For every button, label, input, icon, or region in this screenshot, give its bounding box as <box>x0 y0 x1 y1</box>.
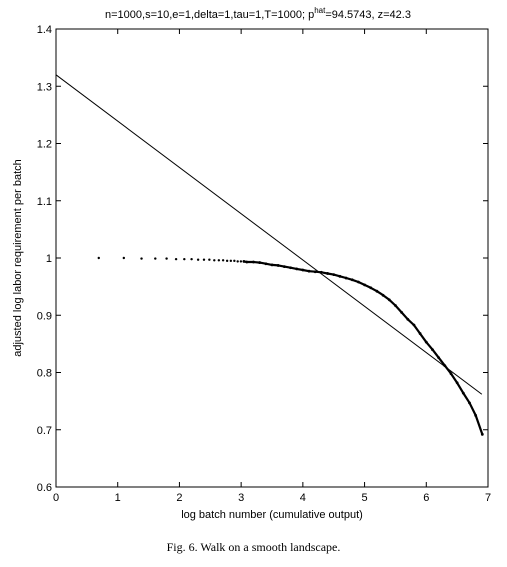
data-point <box>289 266 292 270</box>
data-point <box>122 256 126 260</box>
x-tick-label: 4 <box>300 492 306 504</box>
data-point <box>233 259 236 263</box>
data-point <box>387 298 391 302</box>
trend-line <box>55 74 483 395</box>
scatter-series <box>97 256 484 436</box>
data-point <box>252 260 255 264</box>
data-point <box>313 270 317 274</box>
data-point <box>338 274 342 278</box>
data-point <box>455 381 459 385</box>
data-point <box>264 262 268 266</box>
data-point <box>326 272 329 275</box>
plot-frame <box>55 28 489 488</box>
x-tick-label: 1 <box>115 492 121 504</box>
data-point <box>208 258 211 261</box>
data-point <box>468 401 471 405</box>
x-axis-title: log batch number (cumulative output) <box>181 509 363 521</box>
data-point <box>190 257 193 261</box>
data-point <box>437 356 441 360</box>
data-point <box>245 260 249 264</box>
chart-title: n=1000,s=10,e=1,delta=1,tau=1,T=1000; ph… <box>105 6 411 21</box>
chart-title-main: n=1000,s=10,e=1,delta=1,tau=1,T=1000; p <box>105 9 314 21</box>
data-point <box>270 263 274 267</box>
data-point <box>97 256 100 260</box>
data-point <box>406 317 410 321</box>
y-tick-label: 1.3 <box>37 81 52 93</box>
data-point <box>344 276 348 280</box>
y-tick-label: 0.7 <box>37 425 52 437</box>
data-point <box>424 340 428 344</box>
y-tick-label: 1.2 <box>37 139 52 151</box>
trend-line-series <box>55 74 483 395</box>
data-point <box>154 257 157 260</box>
x-tick-label: 2 <box>176 492 182 504</box>
data-point <box>307 269 311 273</box>
x-tick-label: 6 <box>423 492 429 504</box>
data-point <box>221 259 225 262</box>
data-point <box>394 304 397 307</box>
data-point <box>239 260 243 263</box>
y-tick-label: 0.6 <box>37 482 52 494</box>
data-point <box>229 259 233 263</box>
data-point <box>183 257 186 261</box>
x-tick-label: 0 <box>53 492 59 504</box>
data-point <box>258 261 262 264</box>
scatter-dense-trace <box>243 260 484 435</box>
data-point <box>217 259 221 262</box>
data-point <box>375 289 379 293</box>
data-point <box>369 286 373 290</box>
chart-title-rest: =94.5743, z=42.3 <box>325 9 411 21</box>
y-axis-title: adjusted log labor requirement per batch <box>12 159 24 357</box>
data-point <box>381 293 385 297</box>
data-point <box>202 258 206 261</box>
x-tick-label: 5 <box>362 492 368 504</box>
data-point <box>295 267 299 271</box>
data-point <box>461 391 465 395</box>
data-point <box>236 260 239 263</box>
chart-title-sup: hat <box>314 6 326 15</box>
y-tick-label: 0.9 <box>37 310 52 322</box>
data-point <box>357 280 360 284</box>
y-tick-label: 0.8 <box>37 368 52 380</box>
data-point <box>418 332 422 335</box>
data-point <box>480 432 484 436</box>
data-point <box>412 323 416 327</box>
data-point <box>363 283 366 287</box>
y-tick-label: 1 <box>46 253 52 265</box>
y-tick-label: 1.1 <box>37 196 52 208</box>
data-point <box>282 265 286 268</box>
data-point <box>276 264 280 267</box>
data-point <box>165 257 168 260</box>
data-point <box>301 268 305 272</box>
x-tick-label: 3 <box>238 492 244 504</box>
data-point <box>474 414 478 417</box>
data-point <box>174 257 178 261</box>
x-axis: 0 1 2 3 4 5 6 7 <box>53 29 491 504</box>
data-point <box>332 273 336 277</box>
data-point <box>213 259 216 262</box>
figure-caption: Fig. 6. Walk on a smooth landscape. <box>166 540 341 554</box>
data-point <box>350 278 354 282</box>
y-axis: 0.6 0.7 0.8 0.9 1 1.1 1.2 1.3 1.4 <box>37 24 488 494</box>
data-point <box>400 310 403 314</box>
data-point <box>225 259 229 263</box>
data-point <box>140 257 143 260</box>
x-tick-label: 7 <box>485 492 491 504</box>
data-point <box>196 258 200 261</box>
data-point <box>242 260 246 263</box>
y-tick-label: 1.4 <box>37 24 52 36</box>
data-point <box>431 348 434 351</box>
data-point <box>449 372 453 376</box>
